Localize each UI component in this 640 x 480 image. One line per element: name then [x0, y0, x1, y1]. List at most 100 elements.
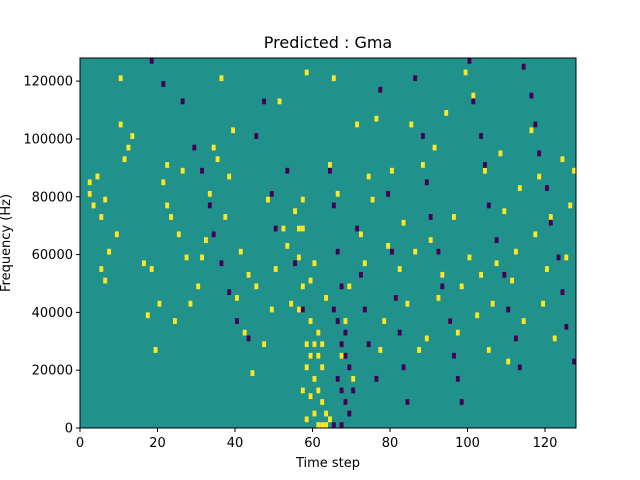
heatmap-cell-high [490, 300, 495, 307]
heatmap-cell-high [548, 214, 553, 220]
heatmap-cell-high [471, 92, 476, 99]
heatmap-cell-low [235, 318, 239, 324]
heatmap-cell-low [335, 248, 340, 255]
y-axis-label: Frequency (Hz) [0, 194, 14, 292]
heatmap-cell-high [87, 179, 92, 186]
heatmap-cell-high [99, 214, 104, 220]
heatmap-background [80, 58, 576, 428]
heatmap-cell-high [297, 306, 301, 313]
heatmap-cell-high [308, 277, 313, 284]
heatmap-cell-high [514, 248, 518, 255]
heatmap-cell-low [343, 329, 348, 336]
heatmap-cell-high [165, 162, 170, 168]
heatmap-cell-low [331, 306, 336, 313]
heatmap-cell-high [316, 352, 321, 359]
heatmap-cell-high [347, 283, 352, 290]
heatmap-cell-high [421, 162, 425, 168]
heatmap-cell-high [103, 277, 108, 284]
y-tick-label: 0 [65, 422, 73, 437]
heatmap-cell-low [149, 58, 154, 64]
x-tick-label: 100 [455, 436, 480, 451]
heatmap-cell-low [424, 179, 429, 186]
heatmap-cell-high [130, 133, 135, 139]
heatmap-cell-high [149, 266, 154, 272]
heatmap-cell-low [459, 399, 464, 405]
heatmap-cell-high [517, 185, 522, 191]
heatmap-cell-high [169, 214, 174, 220]
heatmap-cell-high [521, 318, 526, 324]
heatmap-cell-high [560, 156, 565, 163]
heatmap-cell-high [304, 416, 309, 423]
heatmap-cell-high [157, 300, 162, 307]
heatmap-cell-low [479, 133, 484, 139]
heatmap-cell-high [285, 243, 290, 249]
heatmap-cell-low [262, 98, 267, 105]
heatmap-cell-high [269, 306, 274, 313]
heatmap-cell-high [328, 162, 332, 168]
heatmap-cell-high [502, 208, 507, 215]
heatmap-cell-high [545, 266, 549, 272]
heatmap-cell-low [440, 283, 445, 290]
heatmap-cell-high [312, 260, 317, 267]
heatmap-cell-low [254, 133, 259, 139]
y-tick-label: 100000 [23, 132, 73, 147]
heatmap-cell-high [262, 341, 267, 348]
heatmap-cell-low [211, 231, 216, 238]
x-axis-label: Time step [295, 456, 360, 471]
heatmap-cell-high [436, 295, 441, 301]
heatmap-cell-high [118, 75, 123, 82]
x-tick-label: 20 [149, 436, 166, 451]
heatmap-cell-high [537, 173, 542, 180]
heatmap-cell-low [448, 318, 453, 324]
heatmap-cell-low [564, 323, 569, 330]
heatmap-cell-high [529, 127, 534, 134]
heatmap-cell-low [343, 399, 348, 405]
heatmap-cell-low [401, 364, 406, 371]
heatmap-cell-high [207, 190, 212, 197]
heatmap-cell-high [498, 150, 503, 157]
y-tick-label: 40000 [32, 306, 73, 321]
heatmap-cell-low [413, 75, 418, 82]
heatmap-cell-high [552, 335, 557, 342]
heatmap-cell-high [308, 352, 313, 359]
heatmap-cell-low [328, 167, 332, 174]
heatmap-cell-high [316, 387, 321, 394]
heatmap-cell-high [444, 110, 449, 116]
heatmap-cell-high [486, 347, 491, 353]
x-tick-label: 0 [76, 436, 84, 451]
x-axis: 0 20 40 60 80 100 120 [76, 428, 558, 451]
heatmap-cell-low [339, 422, 344, 428]
heatmap-cell-high [87, 190, 92, 197]
y-tick-label: 80000 [32, 190, 73, 205]
heatmap-cell-high [455, 329, 460, 336]
heatmap-cell-low [506, 306, 511, 313]
heatmap-cell-low [200, 167, 205, 174]
heatmap-cell-high [277, 98, 282, 105]
heatmap-cell-low [452, 352, 456, 359]
heatmap-cell-high [424, 335, 429, 342]
heatmap-cell-high [355, 121, 360, 128]
heatmap-cell-high [153, 347, 158, 353]
x-tick-label: 120 [533, 436, 558, 451]
heatmap-cell-high [339, 352, 344, 359]
heatmap-cell-high [440, 271, 445, 278]
heatmap-cell-high [312, 375, 317, 382]
heatmap-cell-low [397, 329, 402, 336]
heatmap-cell-low [572, 358, 577, 365]
heatmap-cell-high [541, 300, 546, 307]
heatmap-cell-high [308, 318, 313, 324]
heatmap-cell-high [374, 115, 379, 122]
heatmap-cell-low [293, 260, 298, 267]
heatmap-cell-high [95, 173, 100, 180]
heatmap-cell-high [126, 144, 131, 151]
heatmap-cell-low [556, 254, 561, 261]
heatmap-cell-low [560, 289, 565, 296]
heatmap-cell-low [335, 375, 340, 382]
heatmap-cell-high [300, 196, 305, 203]
heatmap-cell-high [328, 416, 332, 423]
heatmap-cell-high [362, 260, 367, 267]
heatmap-cell-high [165, 202, 170, 209]
heatmap-cell-high [122, 156, 127, 163]
heatmap-cell-high [467, 254, 472, 261]
heatmap-cell-high [320, 341, 325, 348]
